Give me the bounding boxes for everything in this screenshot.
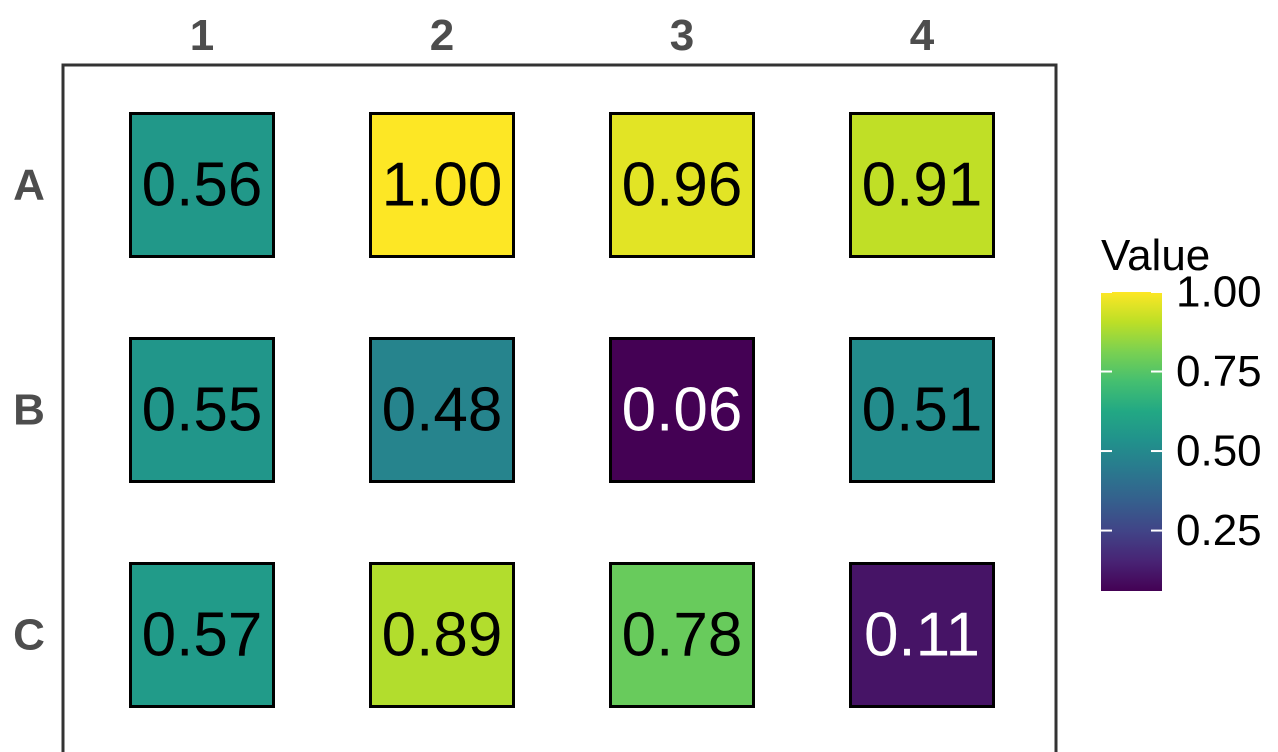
colorbar — [1101, 292, 1162, 591]
row-label-C: C — [13, 611, 45, 660]
cell-value-label-C2: 0.89 — [382, 601, 503, 670]
cell-value-label-A2: 1.00 — [382, 151, 503, 220]
heatmap-cell-A1 — [129, 112, 275, 258]
legend-title: Value — [1101, 231, 1210, 280]
heatmap-cell-C3 — [609, 562, 755, 708]
heatmap-cells: 0.56 1.00 0.96 0.91 0.55 0.48 0.06 0.51 0.57 0.89… — [129, 112, 995, 708]
cell-value-label-C1: 0.57 — [142, 601, 263, 670]
legend-tick-label: 0.75 — [1176, 347, 1262, 396]
cell-value-label-C4: 0.11 — [864, 601, 980, 670]
heatmap-cell-A2 — [369, 112, 515, 258]
heatmap-cell-B3 — [609, 337, 755, 483]
legend-ticks: 0.25 0.50 0.75 1.00 — [1101, 268, 1262, 555]
cell-value-label-A3: 0.96 — [622, 151, 743, 220]
row-label-A: A — [13, 161, 45, 210]
column-label-2: 2 — [430, 11, 454, 60]
cell-value-label-C3: 0.78 — [622, 601, 743, 670]
column-label-1: 1 — [190, 11, 214, 60]
heatmap-cell-B4 — [849, 337, 995, 483]
plot-panel — [61, 63, 1058, 752]
legend-tick-label: 0.50 — [1176, 427, 1262, 476]
heatmap-cell-B2 — [369, 337, 515, 483]
legend-tick-label: 0.25 — [1176, 506, 1262, 555]
heatmap-cell-B1 — [129, 337, 275, 483]
heatmap-cell-C1 — [129, 562, 275, 708]
row-labels: A B C — [13, 161, 45, 660]
color-legend: Value 0.25 0.50 0.75 1.00 — [1101, 231, 1262, 591]
column-labels: 1 2 3 4 — [190, 11, 935, 60]
heatmap-cell-C2 — [369, 562, 515, 708]
legend-tick-label: 1.00 — [1176, 268, 1262, 317]
row-label-B: B — [13, 386, 45, 435]
column-label-3: 3 — [670, 11, 694, 60]
cell-value-label-A1: 0.56 — [142, 151, 263, 220]
heatmap-cell-A3 — [609, 112, 755, 258]
cell-value-label-B1: 0.55 — [142, 376, 263, 445]
heatmap-cell-A4 — [849, 112, 995, 258]
cell-value-label-B2: 0.48 — [382, 376, 503, 445]
cell-value-label-B4: 0.51 — [862, 376, 983, 445]
column-label-4: 4 — [910, 11, 935, 60]
heatmap-cell-C4 — [849, 562, 995, 708]
cell-value-label-B3: 0.06 — [622, 376, 743, 445]
cell-value-label-A4: 0.91 — [862, 151, 983, 220]
